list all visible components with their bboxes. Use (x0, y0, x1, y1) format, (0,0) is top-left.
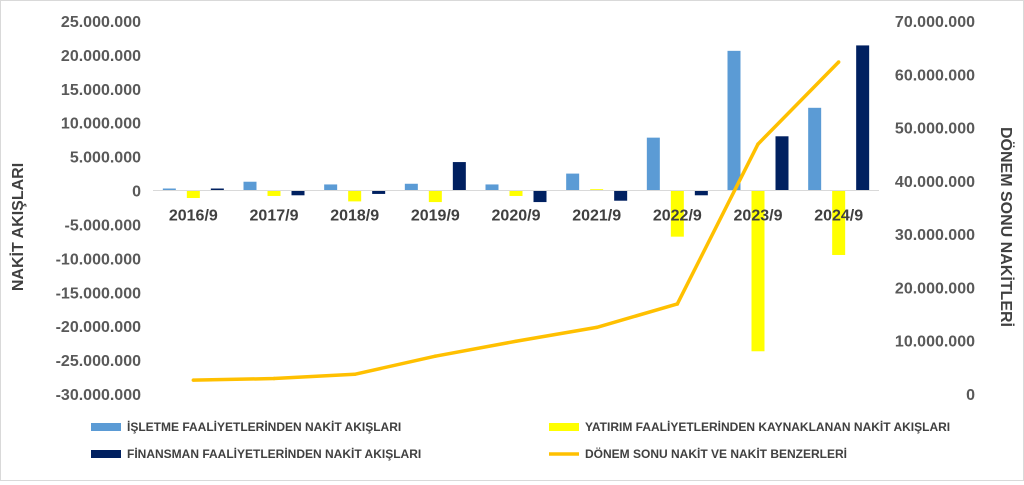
category-label: 2016/9 (169, 208, 218, 225)
category-label: 2020/9 (492, 208, 541, 225)
cash-balance-point (836, 60, 841, 64)
bar-financing (210, 188, 224, 191)
right-tick-label: 70.000.000 (895, 14, 975, 31)
left-tick-label: -10.000.000 (56, 251, 142, 268)
cash-balance-point (191, 378, 196, 382)
left-tick-label: 25.000.000 (61, 14, 141, 31)
left-tick-label: 10.000.000 (61, 116, 141, 133)
cash-balance-point (433, 354, 438, 358)
bar-financing (533, 190, 547, 203)
legend-label: YATIRIM FAALİYETLERİNDEN KAYNAKLANAN NAK… (585, 419, 950, 434)
category-label: 2022/9 (653, 208, 702, 225)
cash-balance-point (514, 339, 518, 343)
bar-operating (566, 173, 580, 191)
bar-series (162, 45, 870, 352)
legend-swatch (91, 450, 121, 458)
bar-investing (751, 190, 765, 352)
bar-financing (694, 190, 708, 196)
bar-investing (186, 190, 200, 199)
bar-financing (372, 190, 386, 194)
right-tick-label: 50.000.000 (895, 121, 975, 138)
left-tick-label: -30.000.000 (56, 387, 142, 404)
right-tick-label: 30.000.000 (895, 227, 975, 244)
bar-operating (243, 181, 257, 191)
bar-investing (670, 190, 684, 237)
left-tick-label: -25.000.000 (56, 353, 142, 370)
line-series (191, 60, 841, 382)
bar-operating (404, 183, 418, 191)
left-axis-ticks: 25.000.000 20.000.000 15.000.000 10.000.000… (56, 14, 142, 404)
category-label: 2021/9 (572, 208, 621, 225)
legend-label: DÖNEM SONU NAKİT VE NAKİT BENZERLERİ (585, 446, 847, 461)
category-label: 2023/9 (734, 208, 783, 225)
bar-financing (775, 136, 789, 191)
bar-investing (267, 190, 281, 196)
right-tick-label: 60.000.000 (895, 67, 975, 84)
cash-balance-point (352, 372, 357, 377)
left-tick-label: -20.000.000 (56, 319, 142, 336)
left-tick-label: -15.000.000 (56, 285, 142, 302)
cash-balance-point (756, 142, 760, 146)
bar-operating (727, 50, 741, 191)
bar-investing (428, 190, 442, 203)
category-label: 2019/9 (411, 208, 460, 225)
legend-label: FİNANSMAN FAALİYETLERİNDEN NAKİT AKIŞLAR… (127, 446, 421, 461)
left-tick-label: 15.000.000 (61, 82, 141, 99)
bar-financing (452, 162, 466, 191)
right-axis-ticks: 70.000.000 60.000.000 50.000.000 40.000.000… (895, 14, 975, 404)
left-tick-label: 0 (132, 184, 141, 201)
left-tick-label: 20.000.000 (61, 48, 141, 65)
legend-label: İŞLETME FAALİYETLERİNDEN NAKİT AKIŞLARI (127, 419, 401, 434)
bar-financing (614, 190, 628, 201)
right-axis-title: DÖNEM SONU NAKİTLERİ (997, 127, 1016, 327)
right-tick-label: 0 (966, 387, 975, 404)
right-tick-label: 10.000.000 (895, 334, 975, 351)
bar-operating (808, 107, 822, 191)
left-tick-label: 5.000.000 (70, 150, 141, 167)
cash-balance-point (675, 302, 680, 306)
left-tick-label: -5.000.000 (64, 217, 141, 234)
bar-operating (646, 137, 660, 191)
category-label: 2017/9 (250, 208, 299, 225)
legend-swatch (549, 423, 579, 431)
bar-investing (509, 190, 523, 196)
bar-financing (856, 45, 870, 191)
legend-swatch (91, 423, 121, 431)
right-tick-label: 40.000.000 (895, 174, 975, 191)
category-label: 2024/9 (814, 208, 863, 225)
category-labels: 2016/9 2017/9 2018/9 2019/9 2020/9 2021/9 2022… (169, 208, 863, 225)
left-axis-title: NAKİT AKIŞLARI (9, 163, 27, 291)
cash-balance-point (594, 325, 599, 330)
bar-operating (485, 184, 499, 191)
bar-financing (291, 190, 305, 196)
right-tick-label: 20.000.000 (895, 280, 975, 297)
bar-investing (832, 190, 846, 255)
bar-investing (590, 189, 604, 191)
legend: İŞLETME FAALİYETLERİNDEN NAKİT AKIŞLARI Y… (91, 419, 950, 461)
category-label: 2018/9 (330, 208, 379, 225)
cash-balance-point (272, 376, 276, 381)
bar-operating (162, 188, 176, 191)
bar-investing (348, 190, 362, 202)
bar-operating (324, 184, 338, 191)
